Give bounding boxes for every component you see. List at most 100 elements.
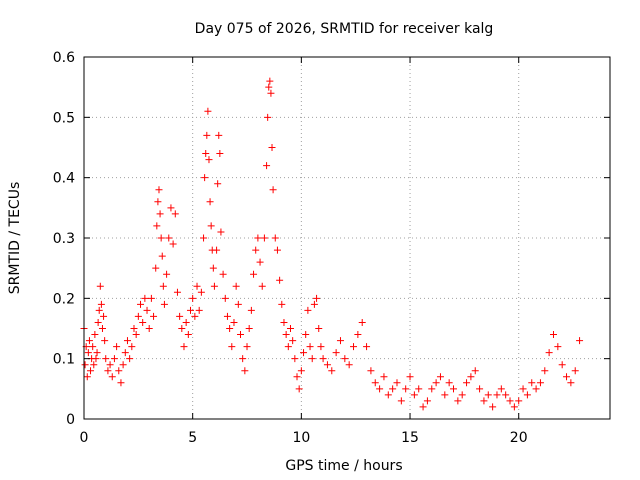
data-point [215, 131, 223, 139]
data-point [137, 300, 145, 308]
data-point [189, 294, 197, 302]
data-point [265, 83, 273, 91]
data-point [304, 306, 312, 314]
grid-layer [84, 57, 610, 419]
data-point [115, 367, 123, 375]
data-point [160, 300, 168, 308]
data-point [260, 234, 268, 242]
data-point [206, 198, 214, 206]
data-point [286, 325, 294, 332]
data-point [297, 367, 305, 375]
data-point [458, 391, 466, 399]
data-point [228, 343, 236, 351]
x-tick-label: 5 [188, 430, 197, 446]
data-point [502, 391, 510, 399]
data-point [98, 325, 106, 332]
data-point [308, 355, 316, 363]
data-point [471, 367, 479, 375]
points-layer [80, 77, 584, 411]
data-point [100, 312, 108, 320]
data-point [169, 240, 177, 248]
data-point [510, 403, 518, 411]
data-point [101, 337, 109, 345]
data-point [158, 252, 166, 260]
data-point [232, 282, 240, 290]
data-point [205, 156, 213, 164]
data-point [126, 355, 134, 363]
data-point [393, 379, 401, 387]
data-point [278, 300, 286, 308]
data-point [484, 391, 492, 399]
data-point [90, 361, 98, 369]
data-point [563, 373, 571, 381]
data-point [371, 379, 379, 387]
data-point [93, 349, 101, 357]
data-point [239, 355, 247, 363]
data-point [571, 367, 579, 375]
data-point [549, 331, 557, 339]
y-tick-label: 0.6 [53, 50, 75, 66]
x-tick-label: 15 [401, 430, 419, 446]
data-point [336, 337, 344, 345]
chart-title: Day 075 of 2026, SRMTID for receiver kal… [195, 21, 494, 37]
data-point [213, 246, 221, 254]
data-point [273, 246, 281, 254]
data-point [489, 403, 497, 411]
data-point [110, 355, 118, 363]
data-point [480, 397, 488, 405]
data-point [252, 246, 260, 254]
data-point [96, 282, 104, 290]
data-point [247, 306, 255, 314]
data-point [214, 180, 222, 188]
data-point [263, 162, 271, 170]
data-point [195, 306, 203, 314]
data-point [532, 385, 540, 393]
data-point [254, 234, 262, 242]
data-point [84, 349, 92, 357]
data-point [266, 77, 274, 85]
data-point [121, 349, 129, 357]
data-point [85, 337, 93, 345]
data-point [268, 144, 276, 151]
data-point [152, 264, 160, 272]
data-point [328, 367, 336, 375]
data-point [178, 325, 186, 332]
data-point [284, 343, 292, 351]
data-point [519, 385, 527, 393]
data-point [269, 186, 277, 194]
data-point [243, 343, 251, 351]
data-point [463, 379, 471, 387]
data-point [204, 107, 212, 115]
data-point [384, 391, 392, 399]
data-point [191, 312, 199, 320]
x-tick-label: 20 [510, 430, 528, 446]
data-point [397, 397, 405, 405]
data-point [156, 210, 164, 218]
data-point [276, 276, 284, 284]
data-point [476, 385, 484, 393]
data-point [410, 391, 418, 399]
data-point [376, 385, 384, 393]
data-point [157, 234, 165, 242]
data-point [423, 397, 431, 405]
data-point [345, 361, 353, 369]
data-point [171, 210, 179, 218]
data-point [153, 222, 161, 230]
data-point [271, 234, 279, 242]
y-tick-label: 0.4 [53, 171, 75, 187]
data-point [92, 355, 100, 363]
data-point [295, 385, 303, 393]
data-point [280, 318, 288, 326]
data-point [173, 288, 181, 296]
x-tick-label: 10 [292, 430, 310, 446]
data-point [184, 331, 192, 339]
data-point [226, 325, 234, 332]
data-point [165, 234, 173, 242]
data-point [389, 385, 397, 393]
data-point [367, 367, 375, 375]
data-point [302, 331, 310, 339]
data-point [210, 282, 218, 290]
data-point [436, 373, 444, 381]
data-point [450, 385, 458, 393]
data-point [567, 379, 575, 387]
